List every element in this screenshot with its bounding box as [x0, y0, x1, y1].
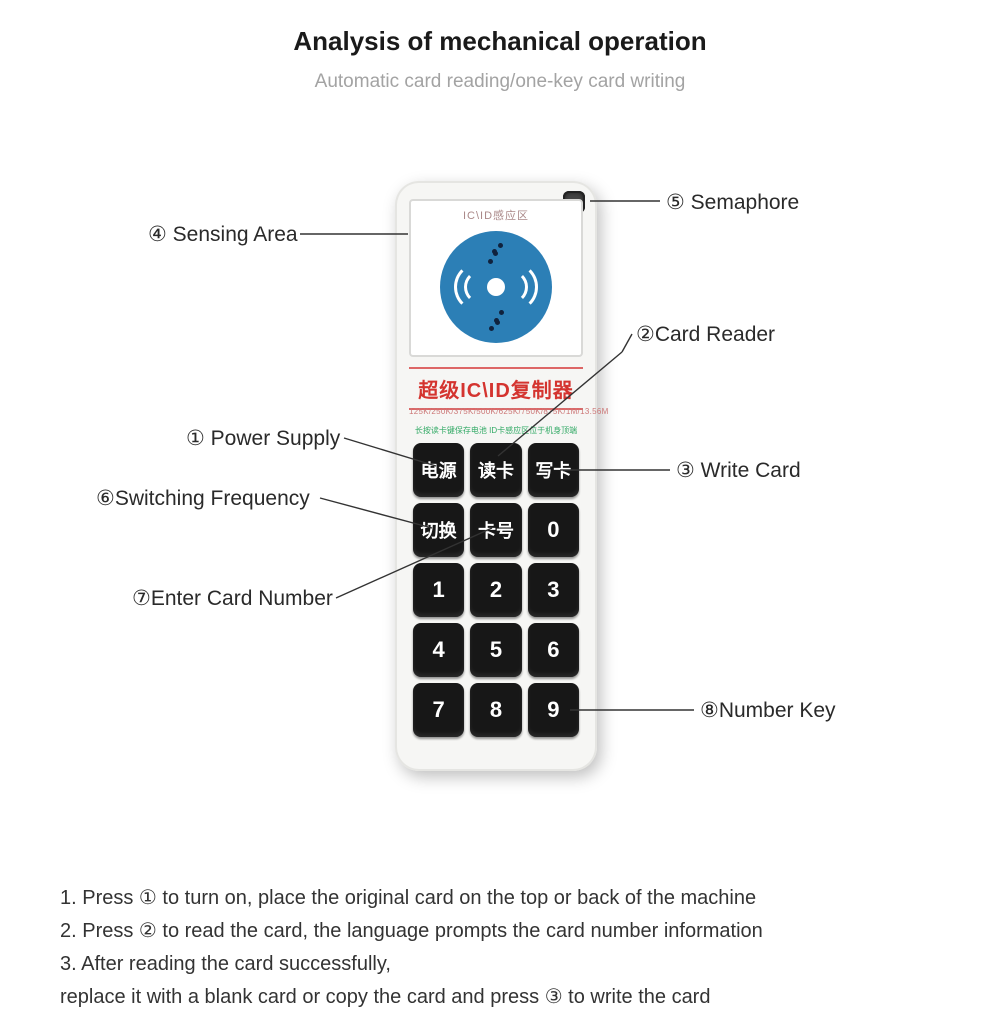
key-9[interactable]: 9 — [528, 683, 579, 737]
key-5[interactable]: 5 — [470, 623, 521, 677]
key-6[interactable]: 6 — [528, 623, 579, 677]
callout-card-reader: ②Card Reader — [636, 322, 775, 347]
page-subtitle: Automatic card reading/one-key card writ… — [0, 71, 1000, 93]
keypad: 电源 读卡 写卡 切换 卡号 0 1 2 3 4 5 6 7 8 9 — [413, 443, 579, 737]
frequency-list: 125K/250K/375K/500K/625K/750K/875K/1M/13… — [409, 407, 583, 416]
key-read[interactable]: 读卡 — [470, 443, 521, 497]
key-7[interactable]: 7 — [413, 683, 464, 737]
key-switch[interactable]: 切换 — [413, 503, 464, 557]
callout-switching-frequency: ⑥Switching Frequency — [96, 486, 310, 511]
instruction-line-3: 3. After reading the card successfully, — [60, 948, 940, 981]
key-0[interactable]: 0 — [528, 503, 579, 557]
key-power[interactable]: 电源 — [413, 443, 464, 497]
key-2[interactable]: 2 — [470, 563, 521, 617]
sensing-area: IC\ID感应区 — [409, 199, 583, 357]
page-title: Analysis of mechanical operation — [0, 26, 1000, 57]
device-body: IC\ID感应区 超级IC\ID复制器 125K/250K/375K/500K/… — [395, 181, 597, 771]
key-4[interactable]: 4 — [413, 623, 464, 677]
key-write[interactable]: 写卡 — [528, 443, 579, 497]
instruction-line-4: replace it with a blank card or copy the… — [60, 981, 940, 1014]
callout-number-key: ⑧Number Key — [700, 698, 836, 723]
key-8[interactable]: 8 — [470, 683, 521, 737]
key-3[interactable]: 3 — [528, 563, 579, 617]
key-1[interactable]: 1 — [413, 563, 464, 617]
callout-enter-card-number: ⑦Enter Card Number — [132, 586, 333, 611]
callout-write-card: ③ Write Card — [676, 458, 801, 483]
callout-sensing-area: ④ Sensing Area — [148, 222, 298, 247]
callout-semaphore: ⑤ Semaphore — [666, 190, 799, 215]
device-subinfo: 长按读卡键保存电池 ID卡感应区位于机身顶端 — [409, 425, 583, 436]
instructions: 1. Press ① to turn on, place the origina… — [60, 882, 940, 1014]
rfid-icon — [440, 231, 552, 343]
instruction-line-2: 2. Press ② to read the card, the languag… — [60, 915, 940, 948]
device-title: 超级IC\ID复制器 — [409, 367, 583, 410]
key-cardno[interactable]: 卡号 — [470, 503, 521, 557]
instruction-line-1: 1. Press ① to turn on, place the origina… — [60, 882, 940, 915]
sensing-area-label: IC\ID感应区 — [411, 207, 581, 223]
callout-power-supply: ① Power Supply — [186, 426, 340, 451]
